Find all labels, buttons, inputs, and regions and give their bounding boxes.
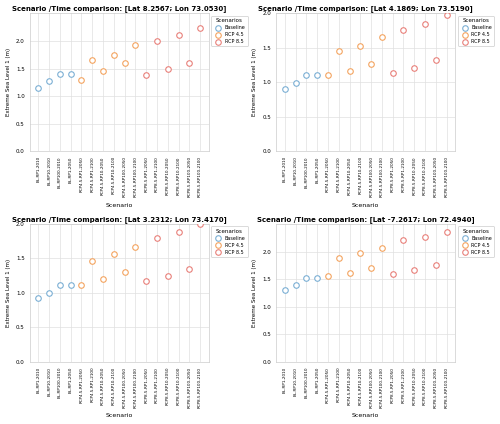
Point: [45, 78, 53, 85]
Point: [442, 229, 450, 236]
Point: [120, 60, 128, 67]
Title: Scenario /Time comparison: [Lat -7.2617; Lon 72.4940]: Scenario /Time comparison: [Lat -7.2617;…: [257, 216, 474, 223]
Point: [110, 250, 118, 257]
Point: [432, 57, 440, 64]
Point: [400, 237, 407, 244]
Point: [99, 276, 107, 282]
Point: [132, 42, 140, 49]
Y-axis label: Extreme Sea Level 1 (m): Extreme Sea Level 1 (m): [6, 48, 10, 116]
Point: [153, 235, 161, 242]
Point: [346, 67, 354, 74]
Point: [335, 48, 343, 55]
Point: [78, 281, 86, 288]
Point: [281, 287, 289, 293]
Title: Scenario /Time comparison: [Lat 4.1869; Lon 73.5190]: Scenario /Time comparison: [Lat 4.1869; …: [258, 6, 473, 12]
Point: [142, 72, 150, 78]
Point: [196, 25, 204, 32]
Point: [66, 281, 74, 288]
Point: [110, 51, 118, 58]
Point: [88, 257, 96, 264]
Point: [378, 34, 386, 41]
Point: [442, 12, 450, 19]
Y-axis label: Extreme Sea Level 1 (m): Extreme Sea Level 1 (m): [252, 259, 257, 327]
Point: [292, 80, 300, 86]
Legend: Baseline, RCP 4.5, RCP 8.5: Baseline, RCP 4.5, RCP 8.5: [211, 16, 248, 47]
Point: [56, 71, 64, 78]
Point: [388, 270, 396, 277]
Y-axis label: Extreme Sea Level 1 (m): Extreme Sea Level 1 (m): [252, 48, 257, 116]
Point: [66, 71, 74, 78]
Point: [313, 275, 321, 282]
Point: [367, 265, 375, 271]
Point: [45, 290, 53, 296]
Point: [164, 65, 172, 72]
Point: [34, 294, 42, 301]
Point: [378, 245, 386, 251]
Point: [281, 86, 289, 92]
Point: [174, 229, 182, 236]
Point: [356, 43, 364, 50]
Point: [292, 281, 300, 288]
Point: [324, 72, 332, 79]
Point: [421, 233, 429, 240]
Legend: Baseline, RCP 4.5, RCP 8.5: Baseline, RCP 4.5, RCP 8.5: [458, 16, 494, 47]
Point: [400, 26, 407, 33]
Point: [302, 275, 310, 282]
X-axis label: Scenario: Scenario: [352, 203, 380, 208]
Point: [302, 72, 310, 79]
X-axis label: Scenario: Scenario: [106, 413, 133, 418]
Point: [142, 278, 150, 285]
Point: [78, 76, 86, 83]
Point: [186, 60, 194, 67]
Point: [388, 69, 396, 76]
X-axis label: Scenario: Scenario: [106, 203, 133, 208]
Point: [421, 21, 429, 28]
Title: Scenario /Time comparison: [Lat 3.2312; Lon 73.4170]: Scenario /Time comparison: [Lat 3.2312; …: [12, 216, 226, 223]
Point: [356, 250, 364, 257]
Point: [335, 255, 343, 262]
Y-axis label: Extreme Sea Level 1 (m): Extreme Sea Level 1 (m): [6, 259, 10, 327]
Legend: Baseline, RCP 4.5, RCP 8.5: Baseline, RCP 4.5, RCP 8.5: [458, 226, 494, 257]
Point: [164, 273, 172, 280]
Point: [153, 38, 161, 45]
Legend: Baseline, RCP 4.5, RCP 8.5: Baseline, RCP 4.5, RCP 8.5: [211, 226, 248, 257]
Point: [410, 64, 418, 71]
Point: [410, 267, 418, 273]
Point: [174, 32, 182, 39]
Point: [88, 57, 96, 64]
Point: [313, 72, 321, 79]
Point: [132, 243, 140, 250]
Point: [34, 84, 42, 91]
Point: [346, 269, 354, 276]
Point: [99, 68, 107, 75]
Point: [120, 269, 128, 276]
X-axis label: Scenario: Scenario: [352, 413, 380, 418]
Point: [432, 262, 440, 269]
Point: [56, 281, 64, 288]
Title: Scenario /Time comparison: [Lat 8.2567; Lon 73.0530]: Scenario /Time comparison: [Lat 8.2567; …: [12, 6, 226, 12]
Point: [367, 60, 375, 67]
Point: [186, 265, 194, 272]
Point: [324, 273, 332, 280]
Point: [196, 220, 204, 227]
